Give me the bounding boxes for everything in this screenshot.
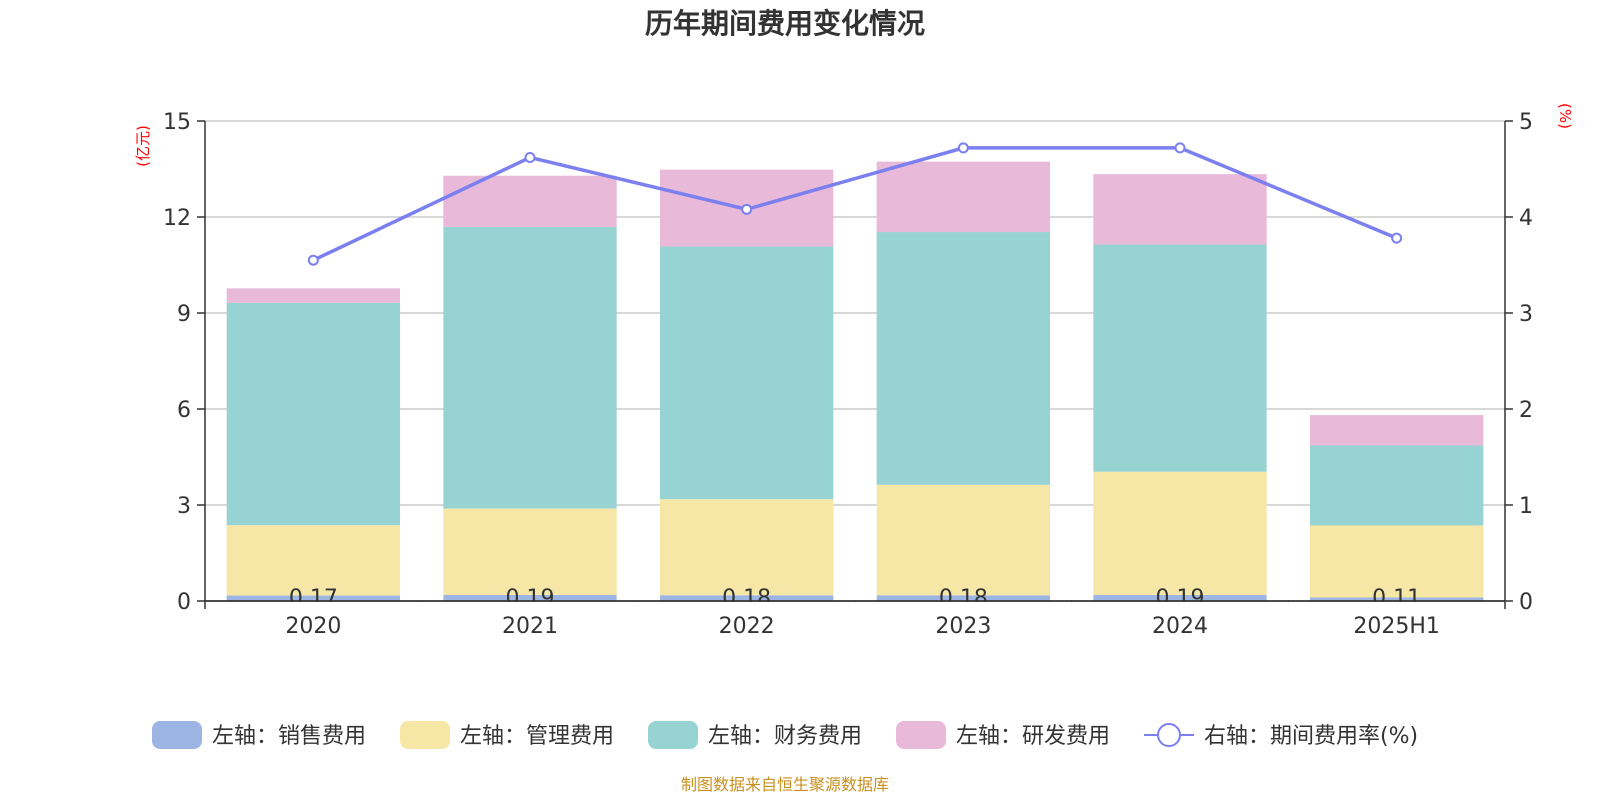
right-tick-label: 2 — [1519, 398, 1533, 423]
bar-segment — [876, 161, 1050, 233]
bar-segment — [226, 302, 400, 526]
bar-segment — [443, 175, 617, 227]
bar-segment — [1310, 445, 1484, 526]
right-tick-label: 1 — [1519, 494, 1533, 519]
legend-label: 左轴：销售费用 — [212, 724, 366, 749]
legend-swatch — [896, 721, 946, 749]
left-tick-label: 0 — [177, 590, 191, 615]
legend-label: 右轴：期间费用率(%) — [1204, 724, 1418, 749]
bar-segment — [1310, 597, 1484, 601]
data-labels: 0.17 0.19 0.18 0.18 0.19 0.11 — [205, 586, 1505, 611]
data-source: 制图数据来自恒生聚源数据库 — [681, 775, 889, 794]
bar-segment — [876, 595, 1050, 601]
legend-swatch — [152, 721, 202, 749]
bar-segment — [660, 595, 834, 601]
x-tick-label: 2025H1 — [1353, 614, 1440, 639]
left-tick-label: 15 — [163, 110, 191, 135]
bar-segment — [443, 226, 617, 509]
bar-segment — [876, 484, 1050, 596]
rate-line-point — [957, 142, 969, 154]
rate-line-point — [1174, 142, 1186, 154]
bar-segment — [660, 246, 834, 500]
rate-line-point — [741, 203, 753, 215]
left-axis-unit: (亿元) — [134, 125, 152, 167]
bar-segment — [1310, 525, 1484, 598]
bar-stacks — [226, 161, 1484, 601]
legend-label: 左轴：研发费用 — [956, 724, 1110, 749]
right-tick-label: 0 — [1519, 590, 1533, 615]
bar-segment — [1093, 244, 1267, 472]
bar-segment — [1093, 594, 1267, 601]
bar-segment — [443, 594, 617, 601]
left-tick-label: 3 — [177, 494, 191, 519]
bar-segment — [1310, 415, 1484, 446]
right-axis-unit: (%) — [1556, 103, 1574, 129]
x-tick-label: 2021 — [502, 614, 558, 639]
bar-segment — [226, 595, 400, 601]
bar-segment — [226, 288, 400, 303]
rate-line — [307, 142, 1403, 266]
grid-lines — [205, 120, 1505, 506]
legend-label: 左轴：管理费用 — [460, 724, 614, 749]
bar-segment — [443, 508, 617, 595]
x-tick-label: 2024 — [1152, 614, 1208, 639]
left-tick-label: 9 — [177, 302, 191, 327]
bar-segment — [1093, 471, 1267, 595]
x-tick-label: 2022 — [719, 614, 775, 639]
right-tick-label: 5 — [1519, 110, 1533, 135]
legend-circle-marker — [1157, 723, 1181, 747]
right-tick-label: 4 — [1519, 206, 1533, 231]
left-tick-label: 6 — [177, 398, 191, 423]
rate-line-point — [1391, 232, 1403, 244]
legend-swatch — [648, 721, 698, 749]
bar-segment — [226, 525, 400, 596]
x-tick-label: 2023 — [935, 614, 991, 639]
legend-label: 左轴：财务费用 — [708, 724, 862, 749]
right-tick-label: 3 — [1519, 302, 1533, 327]
rate-line-path — [312, 146, 1398, 262]
x-tick-label: 2020 — [285, 614, 341, 639]
label-clip-band — [206, 602, 1504, 609]
rate-line-point — [524, 151, 536, 163]
legend-swatch — [400, 721, 450, 749]
bar-segment — [876, 232, 1050, 485]
bar-segment — [1093, 174, 1267, 245]
left-tick-label: 12 — [163, 206, 191, 231]
rate-line-point — [307, 254, 319, 266]
legend: 左轴：销售费用 左轴：管理费用 左轴：财务费用 左轴：研发费用 右轴：期间费用率(%) — [152, 721, 1418, 749]
chart-title: 历年期间费用变化情况 — [645, 7, 925, 40]
bar-segment — [660, 499, 834, 596]
